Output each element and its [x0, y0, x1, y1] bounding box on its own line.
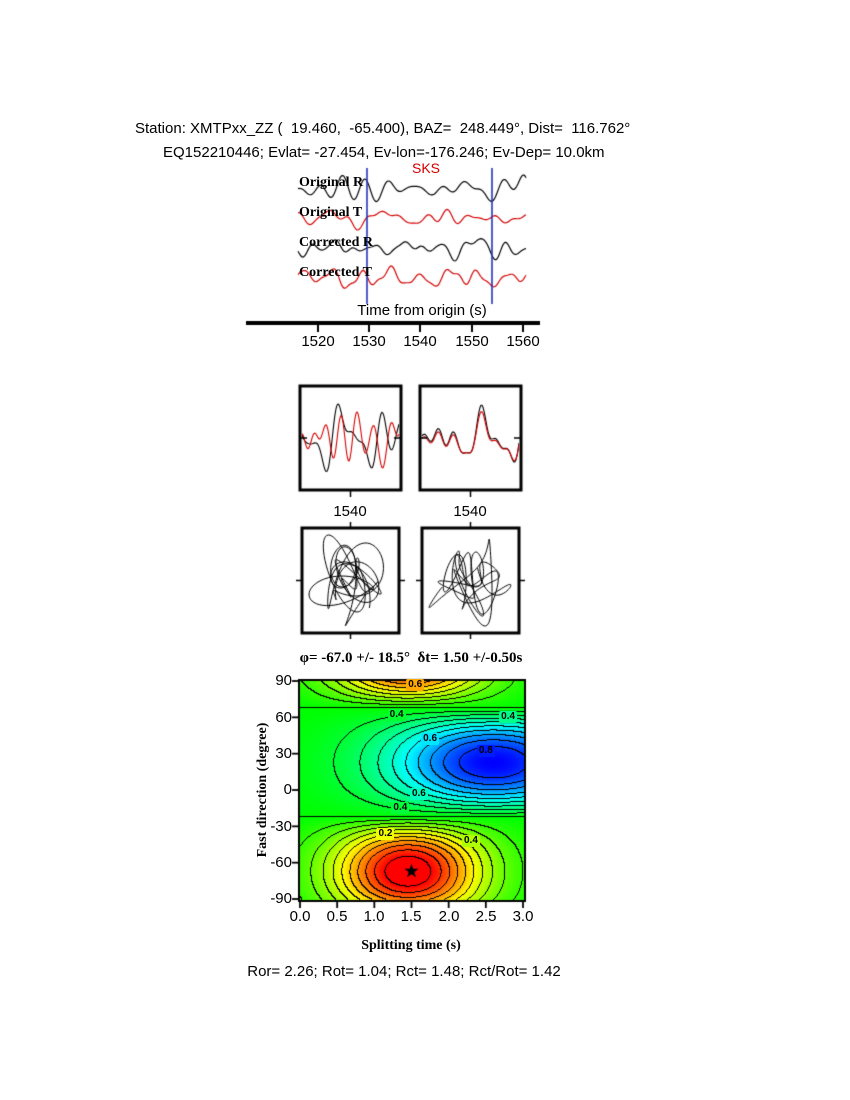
- trace-label-corrected-t: Corrected T: [299, 265, 372, 280]
- contour-xtick: 0.0: [289, 908, 311, 925]
- contour-label: 0.4: [387, 708, 406, 721]
- waveform-xtick: 1550: [455, 333, 489, 350]
- contour-label: 0.6: [421, 733, 440, 746]
- waveform-xtick: 1560: [506, 333, 540, 350]
- contour-ytick: 90: [275, 672, 292, 689]
- contour-xtick: 0.5: [326, 908, 348, 925]
- window-left-tick-label: 1540: [333, 503, 367, 520]
- contour-xtick: 2.5: [475, 908, 497, 925]
- contour-label: 0.6: [406, 678, 425, 691]
- contour-label: 0.4: [391, 802, 410, 815]
- phase-label-sks: SKS: [412, 160, 441, 176]
- contour-ytick: 60: [275, 709, 292, 726]
- event-info: EQ152210446; Evlat= -27.454, Ev-lon=-176…: [163, 144, 605, 161]
- contour-xlabel: Splitting time (s): [361, 938, 461, 953]
- waveform-xtick: 1540: [403, 333, 437, 350]
- contour-label: 0.4: [462, 834, 480, 847]
- contour-ytick: 30: [275, 745, 292, 762]
- trace-label-original-t: Original T: [299, 205, 363, 220]
- contour-label: 0.2: [376, 827, 395, 840]
- contour-ytick: -30: [270, 818, 292, 835]
- contour-xtick: 1.5: [400, 908, 422, 925]
- window-right-tick-label: 1540: [453, 503, 487, 520]
- contour-xtick: 3.0: [512, 908, 534, 925]
- waveform-axis-title: Time from origin (s): [357, 302, 487, 319]
- contour-xtick: 1.0: [363, 908, 385, 925]
- contour-label: 0.8: [476, 745, 495, 758]
- waveform-xtick: 1530: [352, 333, 386, 350]
- splitting-result-title: φ= -67.0 +/- 18.5° δt= 1.50 +/-0.50s: [299, 650, 523, 666]
- trace-label-corrected-r: Corrected R: [299, 235, 373, 250]
- contour-label: 0.6: [409, 787, 428, 800]
- contour-ytick: -90: [270, 890, 292, 907]
- trace-label-original-r: Original R: [299, 175, 364, 190]
- station-info: Station: XMTPxx_ZZ ( 19.460, -65.400), B…: [135, 120, 631, 137]
- ratio-results: Ror= 2.26; Rot= 1.04; Rct= 1.48; Rct/Rot…: [247, 963, 561, 980]
- waveform-xtick: 1520: [301, 333, 335, 350]
- contour-xtick: 2.0: [438, 908, 460, 925]
- contour-ytick: 0: [283, 781, 292, 798]
- contour-label: 0.4: [499, 711, 518, 724]
- contour-ytick: -60: [270, 854, 292, 871]
